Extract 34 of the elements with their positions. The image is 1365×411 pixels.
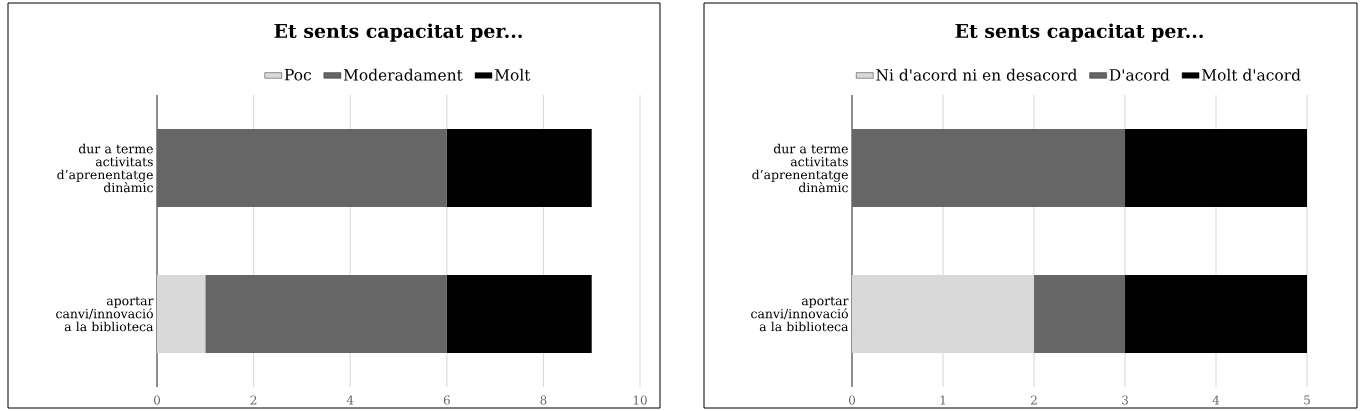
legend-label: Poc [284,69,311,81]
bar [852,129,1126,207]
bar [1034,275,1126,353]
bar [157,129,447,207]
x-tick-label: 8 [540,395,547,405]
chart-title: Et sents capacitat per... [274,23,522,42]
bar [852,275,1035,353]
bar [205,275,447,353]
bar [446,275,592,353]
legend-label: D'acord [1109,68,1170,81]
x-tick-label: 0 [153,395,161,405]
bar [1125,129,1308,207]
legend-label: Molt [494,68,531,81]
legend-label: Ni d'acord ni en desacord [876,68,1077,81]
x-tick-label: 10 [633,395,647,405]
x-tick-label: 0 [849,395,856,405]
y-tick-label: aportar canvi/innovació a la biblioteca [751,296,849,332]
bar [1125,275,1308,353]
x-tick-label: 6 [443,395,450,405]
x-tick-label: 2 [1031,395,1037,405]
x-tick-label: 1 [940,395,946,405]
chart-title: Et sents capacitat per... [955,23,1203,42]
x-tick-label: 3 [1122,395,1128,405]
x-tick-label: 2 [250,395,257,405]
y-tick-label: aportar canvi/innovació a la biblioteca [56,296,154,332]
bar [157,275,206,353]
x-tick-label: 4 [1212,395,1220,405]
legend-label: Molt d'acord [1202,68,1301,81]
y-tick-label: dur a terme activitats d’aprenentatge dinàmic [752,143,848,193]
bar [446,129,592,207]
legend-label: Moderadament [343,68,463,81]
y-tick-label: dur a terme activitats d’aprenentatge dinàmic [57,143,153,193]
x-tick-label: 4 [346,395,354,405]
x-tick-label: 5 [1304,395,1310,405]
